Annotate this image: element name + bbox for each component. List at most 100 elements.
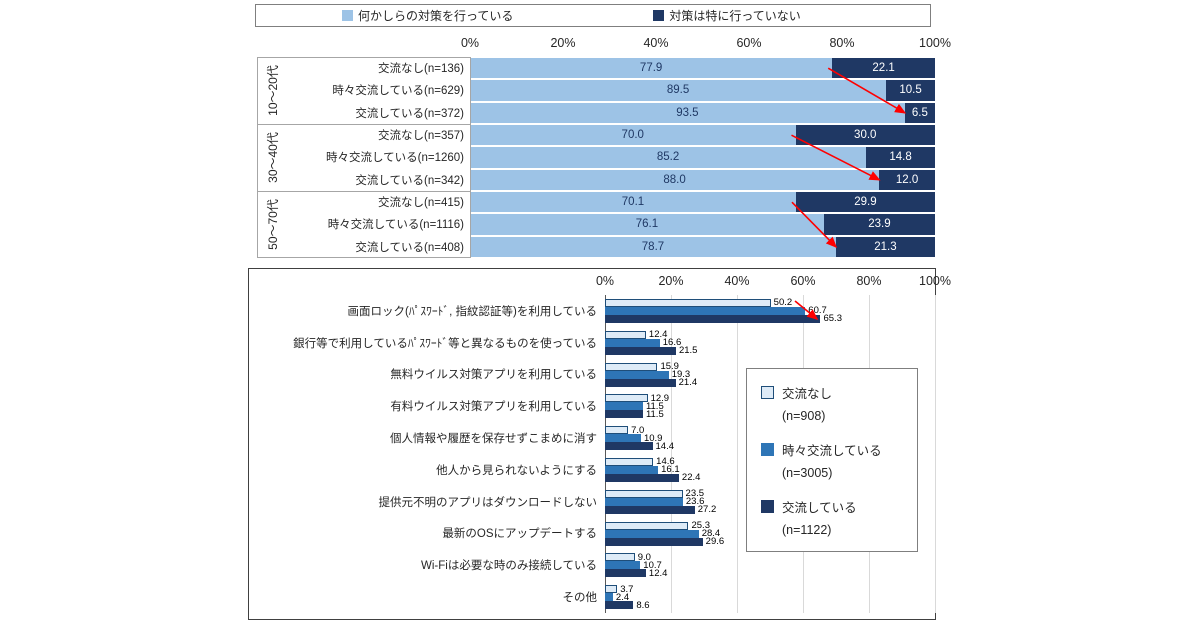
legend-swatch-dark-icon [653,10,665,21]
grouped-bar [605,378,676,387]
row-label: 交流なし(n=136) [378,63,464,76]
legend-swatch-icon [761,443,774,456]
stacked-bar: 88.0 12.0 [470,169,935,190]
stacked-bar: 78.7 21.3 [470,236,935,257]
bar-value-label: 9.0 [637,551,651,563]
bar-segment-no-measures: 22.1 [832,58,935,79]
x-tick-label: 80% [829,36,855,50]
bar-value-label: 10.9 [643,432,663,444]
row-label: 交流している(n=342) [355,174,464,187]
category-label: その他 [562,592,598,605]
bar-segment-measures-taken: 88.0 [470,169,880,190]
bar-value-label: 12.9 [650,392,670,404]
bar-segment-no-measures: 21.3 [835,236,935,257]
legend-label-measures-taken: 何かしらの対策を行っている [358,9,514,23]
x-tick-label: 40% [643,36,669,50]
legend-series-name: 交流なし [782,387,833,401]
bar-value-label: 10.7 [643,559,662,571]
row-label: 時々交流している(n=629) [332,85,464,98]
stacked-bar-chart: 10〜20代 交流なし(n=136) 77.9 22.1 時々交流している(n=629)… [257,57,936,258]
category-label: 銀行等で利用しているﾊﾟｽﾜｰﾄﾞ等と異なるものを使っている [293,337,597,350]
grouped-bar [605,489,683,498]
category-label: 無料ウイルス対策アプリを利用している [390,369,597,382]
bar-value-label: 12.4 [648,567,668,579]
grouped-bar [605,434,641,443]
row-label: 時々交流している(n=1116) [327,219,464,232]
grouped-bar [605,521,689,530]
bottom-x-axis: 0% 20% 40% 60% 80% 100% [249,274,951,290]
grouped-bar [605,465,659,474]
bar-segment-no-measures: 14.8 [866,147,935,168]
category-axis-line [470,57,471,258]
category-label: 有料ウイルス対策アプリを利用している [390,401,597,414]
bar-value-label: 29.6 [705,536,725,547]
bar-value-label: 16.6 [662,337,682,349]
legend-item-no-measures: 対策は特に行っていない [653,7,801,24]
bar-segment-measures-taken: 85.2 [470,147,867,168]
group-separator-line [257,191,470,192]
bottom-chart-legend: 交流なし (n=908) 時々交流している (n=3005) 交流している (n=1122… [746,368,918,552]
bar-value-label: 25.3 [691,520,710,531]
x-tick-label: 20% [658,274,684,288]
bar-value-label: 15.9 [660,361,679,372]
gridline [737,295,738,613]
grouped-bar [605,529,699,538]
grouped-bar [605,593,613,602]
bar-value-label: 12.4 [648,329,668,341]
bar-segment-measures-taken: 77.9 [470,58,833,79]
grouped-bar [605,338,660,347]
x-tick-label: 100% [919,36,951,50]
age-group-label: 50〜70代 [257,191,287,258]
x-tick-label: 80% [856,274,882,288]
legend-swatch-icon [761,500,774,513]
stacked-bar: 93.5 6.5 [470,102,935,123]
stacked-bar: 76.1 23.9 [470,214,935,235]
bar-value-label: 21.5 [678,345,698,357]
bar-value-label: 22.4 [681,472,701,484]
bar-value-label: 11.5 [645,408,664,420]
bar-value-label: 7.0 [631,424,645,436]
legend-entry: 時々交流している (n=3005) [761,440,917,480]
bar-value-label: 50.2 [773,297,793,309]
legend-swatch-icon [761,386,774,399]
bar-segment-no-measures: 6.5 [904,102,935,123]
bar-segment-measures-taken: 76.1 [470,214,824,235]
grouped-bar [605,569,646,578]
grouped-bar [605,505,695,514]
age-group-label-text: 50〜70代 [265,199,280,250]
bar-segment-measures-taken: 78.7 [470,236,836,257]
bar-value-label: 11.5 [645,400,664,412]
row-label: 交流なし(n=357) [378,130,464,143]
bar-segment-no-measures: 12.0 [879,169,935,190]
grouped-bar [605,473,679,482]
age-group-label-text: 10〜20代 [265,65,280,116]
bar-segment-no-measures: 30.0 [795,125,935,146]
bar-value-label: 3.7 [620,583,634,595]
legend-entry: 交流している (n=1122) [761,497,917,537]
bar-value-label: 27.2 [697,504,717,516]
bar-value-label: 2.4 [615,591,630,603]
bar-segment-measures-taken: 93.5 [470,102,905,123]
bar-segment-no-measures: 29.9 [795,192,935,213]
grouped-bar [605,402,643,411]
age-group-label-text: 30〜40代 [265,132,280,183]
bar-segment-measures-taken: 70.0 [470,125,796,146]
bar-segment-measures-taken: 70.1 [470,192,796,213]
grouped-bar [605,370,669,379]
grouped-bar [605,537,703,546]
x-tick-label: 100% [919,274,951,288]
legend-entry-name-row: 時々交流している [761,440,917,459]
legend-series-name: 交流している [782,501,857,515]
stacked-bar: 77.9 22.1 [470,58,935,79]
bar-value-label: 23.5 [685,488,705,500]
legend-label-no-measures: 対策は特に行っていない [669,9,801,23]
category-label: 個人情報や履歴を保存せずこまめに消す [390,433,597,446]
category-label: 提供元不明のアプリはダウンロードしない [378,496,598,509]
legend-entry-name-row: 交流している [761,497,917,516]
category-label: 他人から見られないようにする [436,464,597,477]
grouped-bar [605,298,771,307]
legend-entry: 交流なし (n=908) [761,383,917,423]
age-group-label: 30〜40代 [257,124,287,191]
bar-value-label: 14.6 [656,456,675,468]
